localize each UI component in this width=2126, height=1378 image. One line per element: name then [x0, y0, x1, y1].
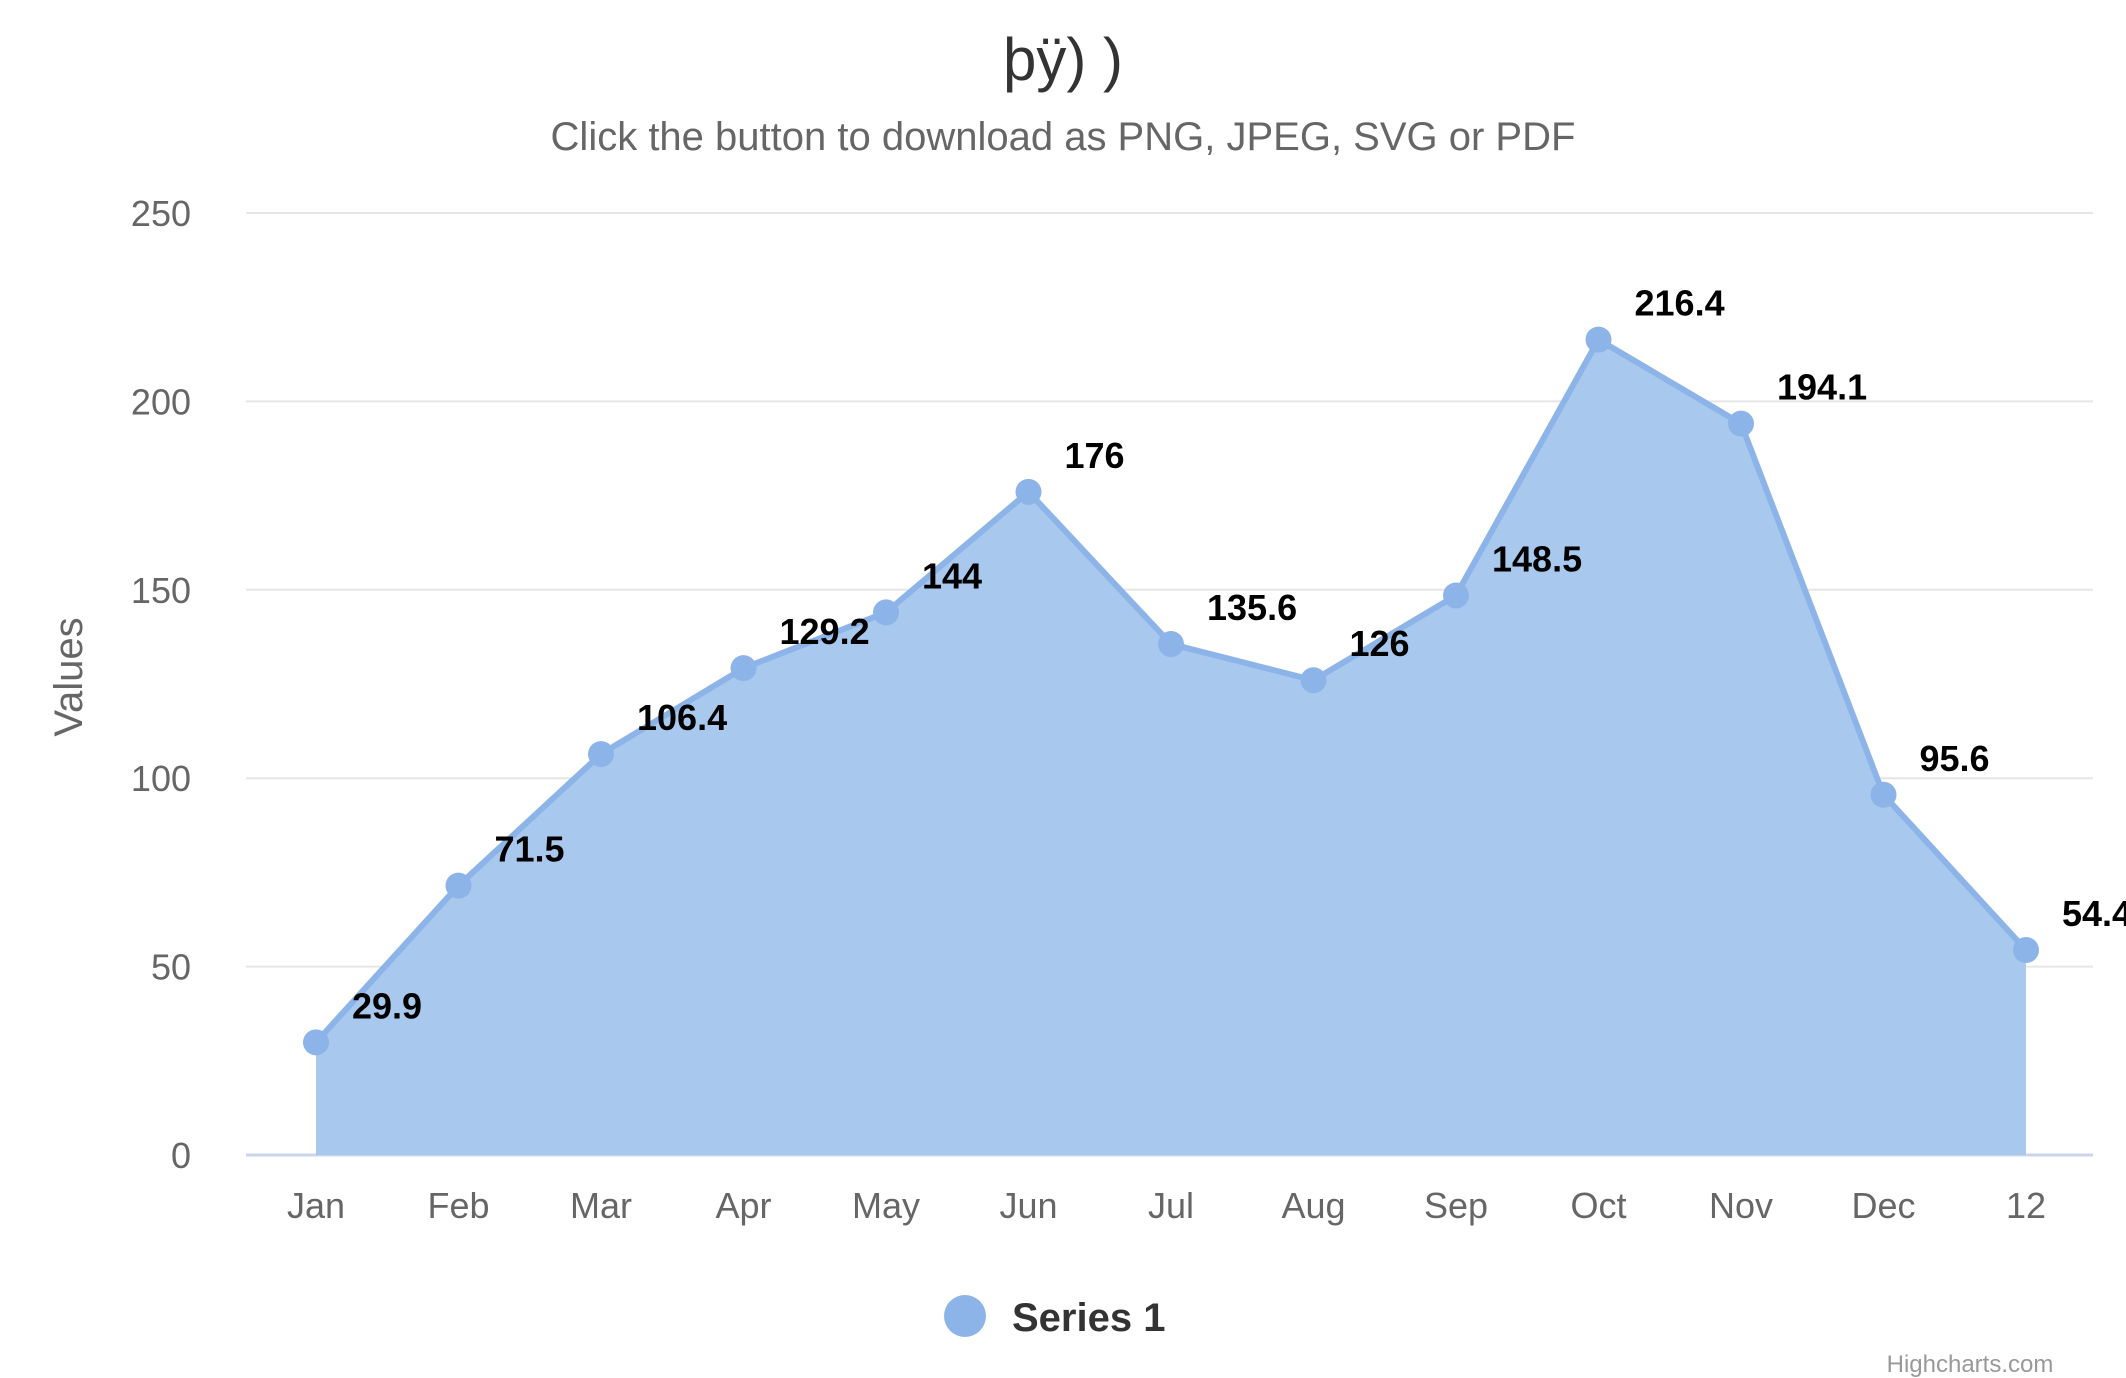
- y-axis-title: Values: [47, 617, 91, 736]
- x-tick-label: Jan: [287, 1185, 345, 1226]
- data-label: 148.5: [1492, 538, 1582, 579]
- data-point[interactable]: [1870, 781, 1897, 808]
- chart-subtitle: Click the button to download as PNG, JPE…: [551, 115, 1576, 159]
- data-label: 126: [1350, 623, 1410, 664]
- data-label: 176: [1065, 435, 1125, 476]
- series-points-layer: [303, 326, 2039, 1056]
- x-tick-label: Jul: [1148, 1185, 1194, 1226]
- data-point[interactable]: [873, 599, 899, 626]
- data-label: 106.4: [637, 697, 727, 738]
- data-point[interactable]: [2013, 937, 2039, 964]
- data-point[interactable]: [730, 655, 757, 682]
- legend-marker[interactable]: [944, 1295, 986, 1337]
- y-tick-label: 50: [151, 947, 191, 988]
- x-tick-label: Dec: [1851, 1185, 1915, 1226]
- series-area-fill: [316, 339, 2026, 1155]
- x-tick-label: 12: [2006, 1185, 2046, 1226]
- data-label: 135.6: [1207, 587, 1297, 628]
- data-label: 71.5: [495, 829, 565, 870]
- data-labels-layer: 29.9 71.5 106.4 129.2 144 176 135.6 126 148.5 216…: [352, 283, 2126, 1027]
- x-tick-label: Jun: [999, 1185, 1057, 1226]
- x-tick-label: Apr: [715, 1185, 771, 1226]
- x-axis-ticks: Jan Feb Mar Apr May Jun Jul Aug Sep Oct Nov Dec 12: [287, 1185, 2046, 1226]
- data-point[interactable]: [588, 741, 614, 768]
- y-tick-label: 150: [131, 570, 191, 611]
- data-point[interactable]: [1585, 326, 1612, 353]
- y-tick-label: 100: [131, 758, 191, 799]
- x-tick-label: Sep: [1424, 1185, 1488, 1226]
- legend[interactable]: Series 1: [944, 1295, 1165, 1340]
- data-point[interactable]: [1443, 582, 1469, 609]
- x-tick-label: May: [852, 1185, 920, 1226]
- data-label: 29.9: [352, 985, 422, 1026]
- x-tick-label: Aug: [1281, 1185, 1345, 1226]
- data-point[interactable]: [1728, 410, 1754, 437]
- data-label: 95.6: [1920, 738, 1990, 779]
- y-tick-label: 250: [131, 193, 191, 234]
- legend-item-series-1[interactable]: Series 1: [1012, 1296, 1165, 1340]
- data-label: 216.4: [1635, 283, 1725, 324]
- y-tick-label: 200: [131, 381, 191, 422]
- data-label: 129.2: [780, 611, 870, 652]
- data-point[interactable]: [445, 872, 472, 899]
- y-axis-ticks: 0 50 100 150 200 250: [131, 193, 191, 1176]
- data-point[interactable]: [303, 1029, 329, 1056]
- data-point[interactable]: [1158, 631, 1184, 658]
- data-point[interactable]: [1015, 478, 1042, 505]
- chart-credits[interactable]: Highcharts.com: [1887, 1351, 2054, 1378]
- x-tick-label: Oct: [1570, 1185, 1626, 1226]
- x-tick-label: Mar: [570, 1185, 632, 1226]
- x-tick-label: Feb: [427, 1185, 489, 1226]
- data-label: 54.4: [2062, 893, 2126, 934]
- data-label: 144: [922, 555, 982, 596]
- y-tick-label: 0: [171, 1135, 191, 1176]
- data-label: 194.1: [1777, 367, 1867, 408]
- chart-title: þÿ) ): [1003, 26, 1123, 93]
- data-point[interactable]: [1300, 667, 1327, 694]
- x-tick-label: Nov: [1709, 1185, 1773, 1226]
